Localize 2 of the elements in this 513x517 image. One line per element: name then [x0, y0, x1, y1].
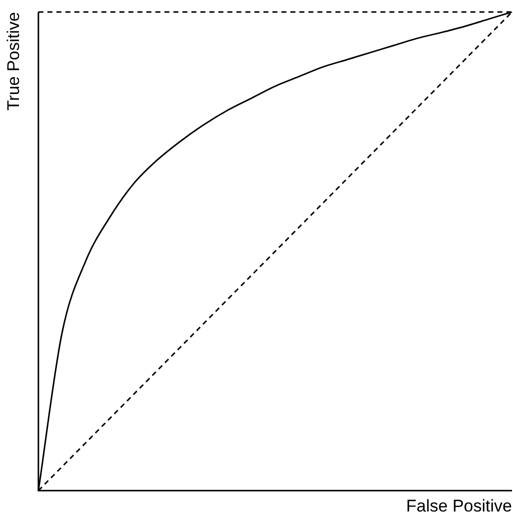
y-axis-title: True Positive [4, 12, 23, 111]
x-axis-title: False Positive [406, 496, 512, 516]
